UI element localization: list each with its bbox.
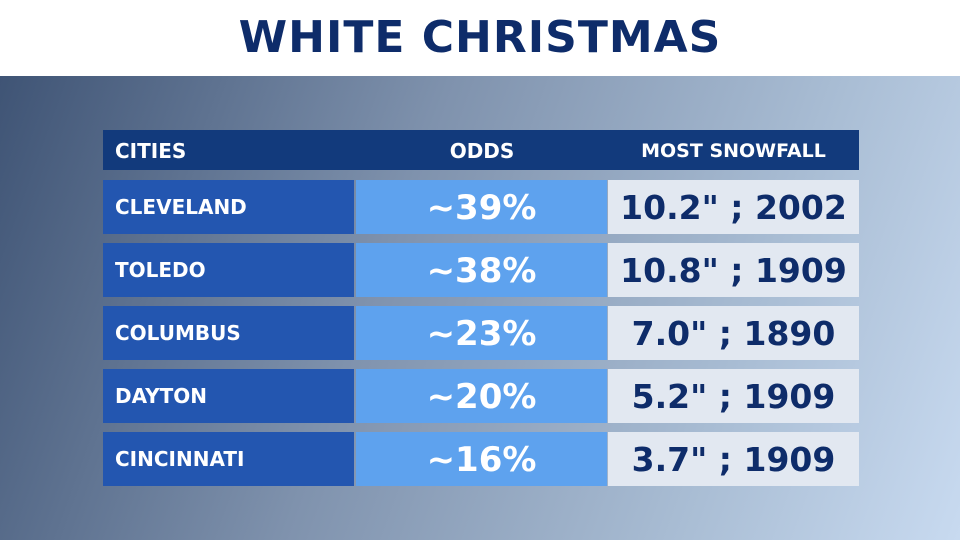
background-panel: CITIES ODDS MOST SNOWFALL CLEVELAND ~39%… <box>0 76 960 540</box>
snowfall-cell: 10.8" ; 1909 <box>608 243 859 297</box>
table-row: DAYTON ~20% 5.2" ; 1909 <box>103 369 859 423</box>
table-header: CITIES ODDS MOST SNOWFALL <box>103 130 859 170</box>
city-cell: CLEVELAND <box>103 180 354 234</box>
table-row: CINCINNATI ~16% 3.7" ; 1909 <box>103 432 859 486</box>
snowfall-cell: 7.0" ; 1890 <box>608 306 859 360</box>
page-title: WHITE CHRISTMAS <box>238 12 722 63</box>
odds-cell: ~16% <box>356 432 607 486</box>
snowfall-cell: 3.7" ; 1909 <box>608 432 859 486</box>
title-bar: WHITE CHRISTMAS <box>0 0 960 76</box>
table-row: TOLEDO ~38% 10.8" ; 1909 <box>103 243 859 297</box>
city-cell: CINCINNATI <box>103 432 354 486</box>
city-cell: DAYTON <box>103 369 354 423</box>
table-row: COLUMBUS ~23% 7.0" ; 1890 <box>103 306 859 360</box>
city-cell: COLUMBUS <box>103 306 354 360</box>
table-row: CLEVELAND ~39% 10.2" ; 2002 <box>103 180 859 234</box>
snowfall-cell: 10.2" ; 2002 <box>608 180 859 234</box>
odds-cell: ~39% <box>356 180 607 234</box>
odds-cell: ~20% <box>356 369 607 423</box>
header-odds: ODDS <box>449 139 515 163</box>
city-cell: TOLEDO <box>103 243 354 297</box>
header-most-snowfall: MOST SNOWFALL <box>641 140 826 162</box>
header-cities: CITIES <box>115 139 187 163</box>
odds-cell: ~23% <box>356 306 607 360</box>
snowfall-cell: 5.2" ; 1909 <box>608 369 859 423</box>
odds-cell: ~38% <box>356 243 607 297</box>
